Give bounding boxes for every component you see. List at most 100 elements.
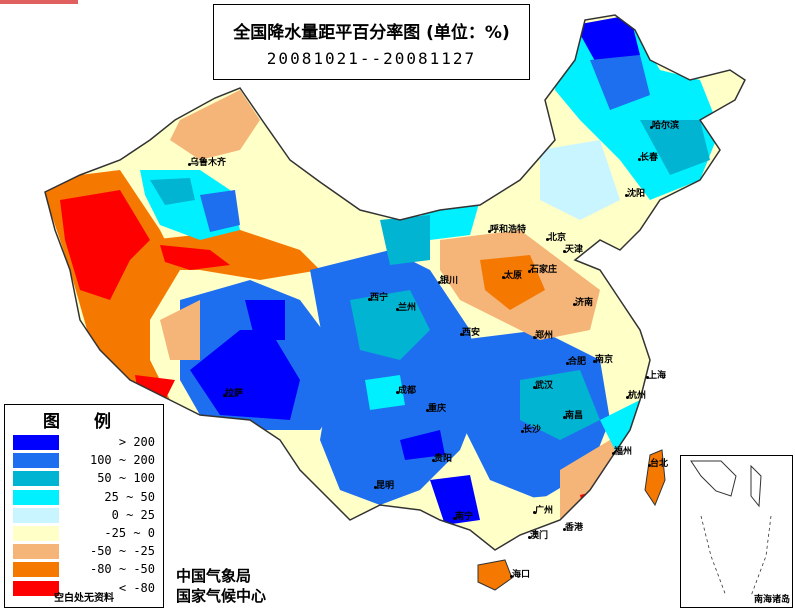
- org-name-2: 国家气候中心: [176, 587, 267, 605]
- title-box: 全国降水量距平百分率图 (单位：%) 20081021--20081127: [213, 4, 530, 80]
- city-label: 乌鲁木齐: [190, 158, 227, 168]
- hainan-island: [477, 559, 513, 591]
- city-marker: [521, 430, 524, 433]
- legend-note: 空白处无资料: [54, 593, 114, 604]
- city-marker: [528, 536, 531, 539]
- city-label: 台北: [650, 459, 669, 469]
- inset-map: [690, 460, 772, 597]
- legend-swatch: [13, 562, 59, 578]
- city-marker: [374, 486, 377, 489]
- city-marker: [533, 511, 536, 514]
- city-marker: [650, 126, 653, 129]
- city-label: 呼和浩特: [490, 225, 527, 235]
- legend-label: < -80: [118, 580, 155, 595]
- city-label: 重庆: [428, 404, 447, 414]
- city-marker: [646, 376, 649, 379]
- legend-row: > 200: [13, 435, 161, 450]
- city-label: 福州: [614, 447, 633, 457]
- legend-swatch: [13, 526, 59, 541]
- city-marker: [432, 459, 435, 462]
- city-marker: [510, 575, 513, 578]
- city-label: 昆明: [376, 481, 395, 491]
- legend-row: < -80: [13, 580, 161, 596]
- city-label: 合肥: [568, 357, 587, 367]
- city-label: 拉萨: [225, 389, 244, 399]
- legend-label: > 200: [118, 435, 155, 449]
- city-marker: [626, 396, 629, 399]
- city-label: 太原: [504, 271, 523, 281]
- city-label: 南昌: [565, 411, 584, 421]
- org-name-1: 中国气象局: [176, 567, 252, 585]
- legend-swatch: [13, 544, 59, 560]
- legend-label: -80 ~ -50: [89, 562, 155, 577]
- city-label: 沈阳: [627, 189, 646, 199]
- city-marker: [502, 276, 505, 279]
- city-marker: [438, 281, 441, 284]
- city-label: 南宁: [455, 512, 474, 522]
- city-marker: [563, 250, 566, 253]
- city-marker: [528, 270, 531, 273]
- legend-row: 0 ~ 25: [13, 507, 161, 523]
- city-label: 上海: [648, 371, 667, 381]
- city-label: 银川: [440, 276, 459, 286]
- city-label: 济南: [575, 298, 594, 308]
- legend-row: -80 ~ -50: [13, 562, 161, 578]
- legend-label: 100 ~ 200: [89, 453, 155, 468]
- legend-label: 50 ~ 100: [97, 471, 155, 486]
- city-label: 长沙: [523, 425, 542, 435]
- city-marker: [533, 336, 536, 339]
- legend-label: -25 ~ 0: [104, 526, 155, 540]
- city-label: 北京: [548, 233, 567, 243]
- legend: 图 例 > 200 100 ~ 200 50 ~ 100 25 ~ 50 0 ~ 25 -…: [4, 404, 164, 608]
- city-marker: [368, 298, 371, 301]
- city-marker: [593, 360, 596, 363]
- taiwan-island: [644, 449, 666, 507]
- city-marker: [460, 333, 463, 336]
- legend-swatch: [13, 489, 59, 505]
- legend-row: 50 ~ 100: [13, 471, 161, 487]
- city-marker: [573, 303, 576, 306]
- legend-row: 25 ~ 50: [13, 489, 161, 505]
- city-marker: [566, 362, 569, 365]
- city-label: 香港: [565, 523, 584, 533]
- south-china-sea-inset: 南海诸岛: [680, 455, 793, 608]
- city-label: 成都: [398, 386, 417, 396]
- legend-swatch: [13, 453, 59, 469]
- city-label: 西宁: [370, 293, 389, 303]
- legend-row: -50 ~ -25: [13, 544, 161, 560]
- city-label: 武汉: [535, 381, 554, 391]
- city-label: 哈尔滨: [652, 121, 680, 131]
- city-label: 郑州: [535, 331, 554, 341]
- city-label: 澳门: [530, 531, 549, 541]
- city-label: 广州: [535, 506, 554, 516]
- legend-swatch: [13, 580, 59, 596]
- city-marker: [396, 308, 399, 311]
- city-label: 兰州: [398, 303, 417, 313]
- legend-title: 图 例: [43, 412, 125, 432]
- city-label: 西安: [462, 328, 481, 338]
- city-label: 海口: [512, 570, 531, 580]
- city-marker: [223, 394, 226, 397]
- city-marker: [612, 452, 615, 455]
- city-marker: [546, 238, 549, 241]
- legend-row: 100 ~ 200: [13, 453, 161, 469]
- legend-label: 25 ~ 50: [104, 489, 155, 504]
- city-marker: [426, 409, 429, 412]
- city-marker: [488, 230, 491, 233]
- city-label: 天津: [565, 245, 584, 255]
- city-marker: [453, 517, 456, 520]
- city-label: 贵阳: [434, 454, 453, 464]
- city-marker: [563, 528, 566, 531]
- city-label: 南京: [595, 355, 614, 365]
- city-marker: [625, 194, 628, 197]
- china-border: [44, 14, 746, 551]
- legend-row: -25 ~ 0: [13, 526, 161, 541]
- legend-swatch: [13, 435, 59, 450]
- city-marker: [188, 163, 191, 166]
- city-label: 长春: [640, 153, 659, 163]
- city-marker: [648, 464, 651, 467]
- city-marker: [563, 416, 566, 419]
- legend-swatch: [13, 507, 59, 523]
- city-marker: [638, 158, 641, 161]
- city-marker: [396, 391, 399, 394]
